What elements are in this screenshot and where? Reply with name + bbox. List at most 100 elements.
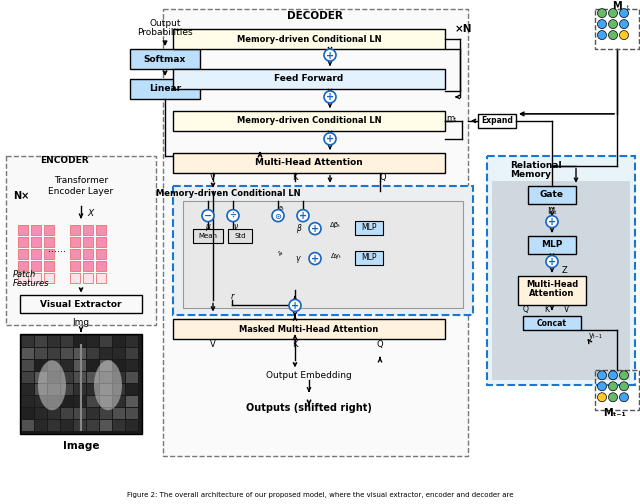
Circle shape [546,256,558,268]
Text: M: M [612,1,622,11]
Text: MLP: MLP [361,223,377,232]
Text: Encoder Layer: Encoder Layer [49,187,113,196]
Bar [22,408,34,419]
Text: +: + [299,211,307,221]
Bar [61,408,73,419]
Bar [113,372,125,383]
Text: V: V [564,305,570,314]
Bar [173,29,445,49]
Text: r: r [230,292,234,301]
Text: Patch: Patch [13,270,36,279]
Text: Expand: Expand [481,116,513,125]
Text: Figure 2: The overall architecture of our proposed model, where the visual extra: Figure 2: The overall architecture of ou… [127,492,513,498]
Circle shape [598,9,607,18]
Bar [48,360,60,371]
Text: Linear: Linear [149,85,181,93]
Bar [22,372,34,383]
Bar [87,408,99,419]
Ellipse shape [38,360,66,410]
Bar [48,408,60,419]
Bar [87,360,99,371]
Bar [96,273,106,283]
Text: Img: Img [72,318,90,327]
Bar [18,248,28,259]
Circle shape [324,91,336,103]
Bar [96,248,106,259]
Bar [35,408,47,419]
Bar [22,336,34,347]
Text: +: + [311,254,319,264]
Bar [113,360,125,371]
Text: K: K [292,173,298,182]
Text: Softmax: Softmax [144,54,186,64]
Text: Mean: Mean [198,233,218,238]
Circle shape [609,371,618,380]
Bar [96,225,106,235]
Bar [87,384,99,395]
Bar [126,408,138,419]
Bar [74,384,86,395]
Text: Std: Std [234,233,246,238]
Bar [487,156,635,385]
Text: Output: Output [149,19,180,28]
Bar [31,248,41,259]
Bar [130,49,200,69]
Bar [61,372,73,383]
Bar [74,420,86,431]
Text: +: + [326,135,334,144]
Text: yₜ₋₁: yₜ₋₁ [589,331,603,340]
Bar [113,336,125,347]
Text: +: + [326,50,334,60]
Text: Z: Z [562,266,568,275]
Bar [528,186,576,204]
Bar [595,370,639,410]
Bar [100,348,112,359]
Text: N×: N× [13,191,29,201]
Bar [126,348,138,359]
Text: Multi-Head Attention: Multi-Head Attention [255,158,363,167]
Bar [74,396,86,407]
Bar [22,384,34,395]
Text: ν: ν [233,222,237,231]
Bar [18,273,28,283]
Bar [31,261,41,271]
Bar [113,408,125,419]
Bar [173,153,445,173]
Circle shape [309,223,321,235]
Circle shape [202,210,214,222]
Bar [173,320,445,339]
Bar [61,348,73,359]
Bar [48,348,60,359]
Bar [100,408,112,419]
Bar [113,384,125,395]
Bar [18,225,28,235]
Circle shape [598,31,607,39]
Bar [130,79,200,99]
Bar [48,336,60,347]
Text: Q: Q [523,305,529,314]
Text: Mₜ₋₁: Mₜ₋₁ [603,408,625,418]
Circle shape [620,382,628,391]
Text: +: + [548,257,556,267]
Bar [113,420,125,431]
Bar [100,336,112,347]
Bar [96,236,106,246]
Text: ENCODER: ENCODER [40,156,88,165]
Bar [61,384,73,395]
Bar [528,235,576,254]
Text: K: K [545,305,550,314]
Text: Gate: Gate [540,190,564,199]
Circle shape [546,216,558,228]
Circle shape [309,253,321,265]
Text: Δβₜ: Δβₜ [330,222,342,228]
Bar [518,276,586,305]
Text: Features: Features [13,279,50,288]
Bar [87,372,99,383]
Bar [22,348,34,359]
Text: Output Embedding: Output Embedding [266,371,352,380]
Ellipse shape [94,360,122,410]
Bar [355,250,383,265]
Text: Masked Multi-Head Attention: Masked Multi-Head Attention [239,325,379,334]
Bar [20,334,142,434]
Bar [87,420,99,431]
